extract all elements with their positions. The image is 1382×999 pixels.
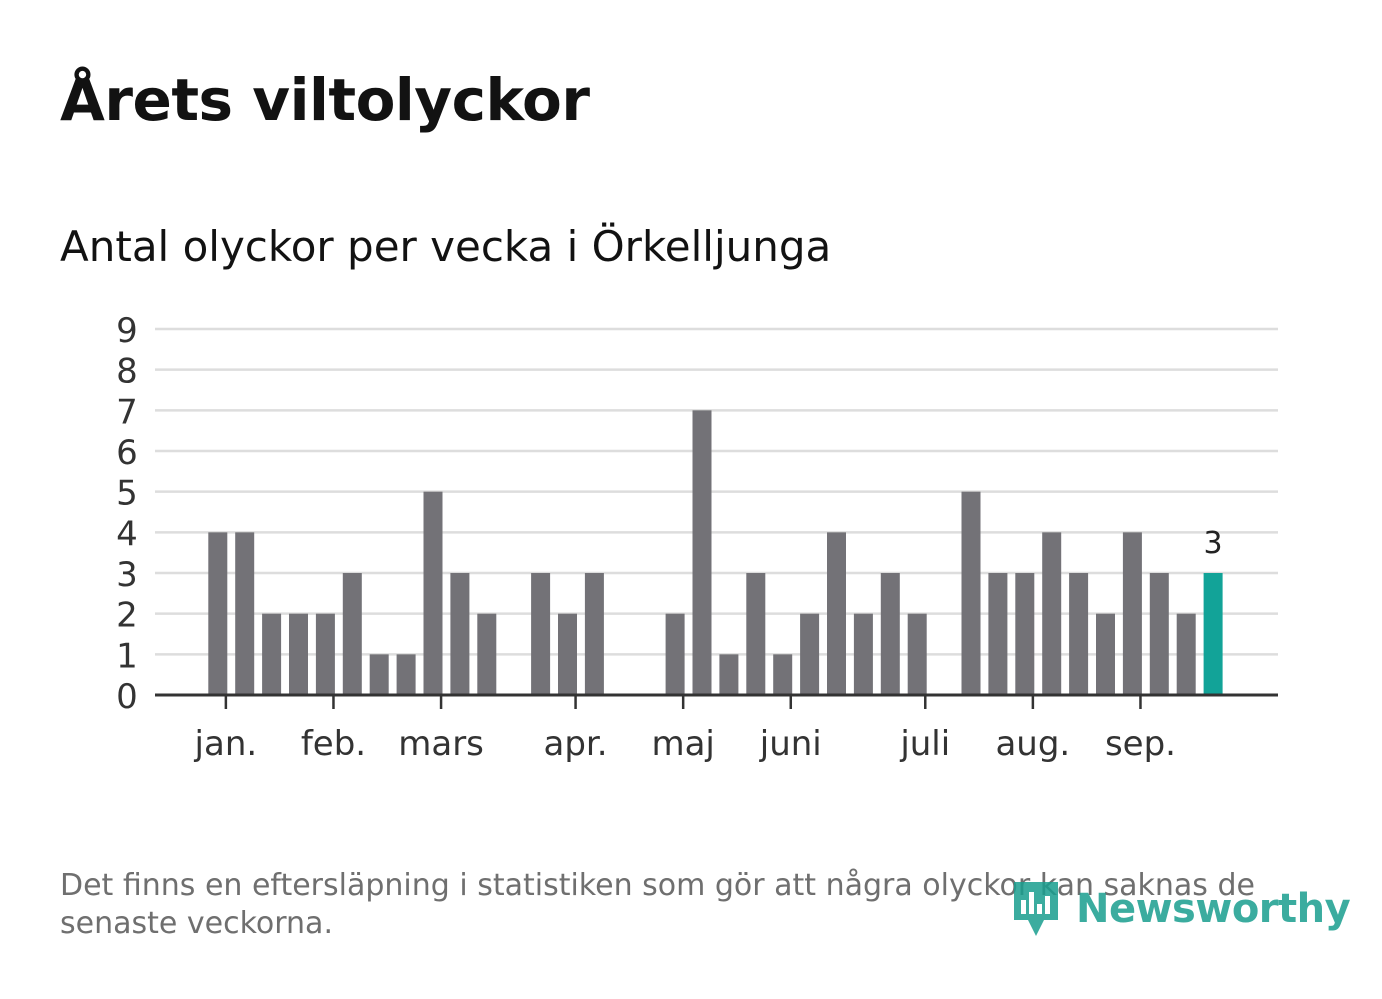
bar: [1015, 573, 1035, 695]
bar: [800, 613, 820, 695]
bar: [907, 613, 927, 695]
bar: [369, 654, 389, 695]
bar: [746, 573, 766, 695]
newsworthy-logo-text: Newsworthy: [1076, 886, 1351, 932]
bar: [773, 654, 793, 695]
y-tick-label: 2: [116, 596, 138, 636]
newsworthy-logo: Newsworthy: [1010, 878, 1351, 940]
data-label: 3: [1204, 526, 1223, 561]
bar: [1122, 532, 1142, 695]
newsworthy-logo-icon: [1014, 882, 1058, 936]
y-tick-label: 0: [116, 677, 138, 717]
bar: [1042, 532, 1062, 695]
chart-title: Årets viltolyckor: [60, 66, 590, 134]
bar: [235, 532, 255, 695]
bar: [584, 573, 604, 695]
y-tick-label: 7: [116, 392, 138, 432]
bar: [1096, 613, 1115, 695]
x-tick-label: aug.: [995, 724, 1070, 764]
x-tick-label: mars: [398, 724, 484, 764]
bar: [988, 573, 1008, 695]
y-tick-label: 4: [116, 514, 138, 554]
y-tick-label: 6: [116, 433, 138, 473]
x-tick-label: jan.: [194, 724, 258, 764]
bar: [692, 410, 712, 695]
bar: [396, 654, 416, 695]
bar: [665, 613, 685, 695]
y-tick-label: 3: [116, 555, 138, 595]
bar: [262, 613, 282, 695]
x-tick-label: juni: [759, 724, 822, 764]
bar: [1149, 573, 1169, 695]
highlight-bar: [1203, 573, 1223, 695]
bar: [880, 573, 900, 695]
bar: [342, 573, 362, 695]
bar: [1176, 613, 1196, 695]
y-tick-label: 1: [116, 636, 138, 676]
bar: [450, 573, 470, 695]
x-tick-label: maj: [651, 724, 714, 764]
bar: [558, 613, 577, 695]
y-tick-label: 8: [116, 352, 138, 392]
y-tick-label: 9: [116, 311, 138, 351]
bar: [477, 613, 497, 695]
bar: [1069, 573, 1089, 695]
bar: [827, 532, 846, 695]
x-tick-label: sep.: [1105, 724, 1176, 764]
x-tick-label: feb.: [301, 724, 366, 764]
bar: [961, 491, 981, 695]
bar: [208, 532, 228, 695]
x-tick-label: juli: [899, 724, 950, 764]
bar: [423, 491, 443, 695]
y-tick-label: 5: [116, 474, 138, 514]
x-tick-label: apr.: [544, 724, 608, 764]
bar: [289, 613, 308, 695]
bar: [315, 613, 335, 695]
bar: [531, 573, 551, 695]
bar: [719, 654, 739, 695]
bar: [853, 613, 873, 695]
chart-subtitle: Antal olyckor per vecka i Örkelljunga: [60, 222, 832, 271]
